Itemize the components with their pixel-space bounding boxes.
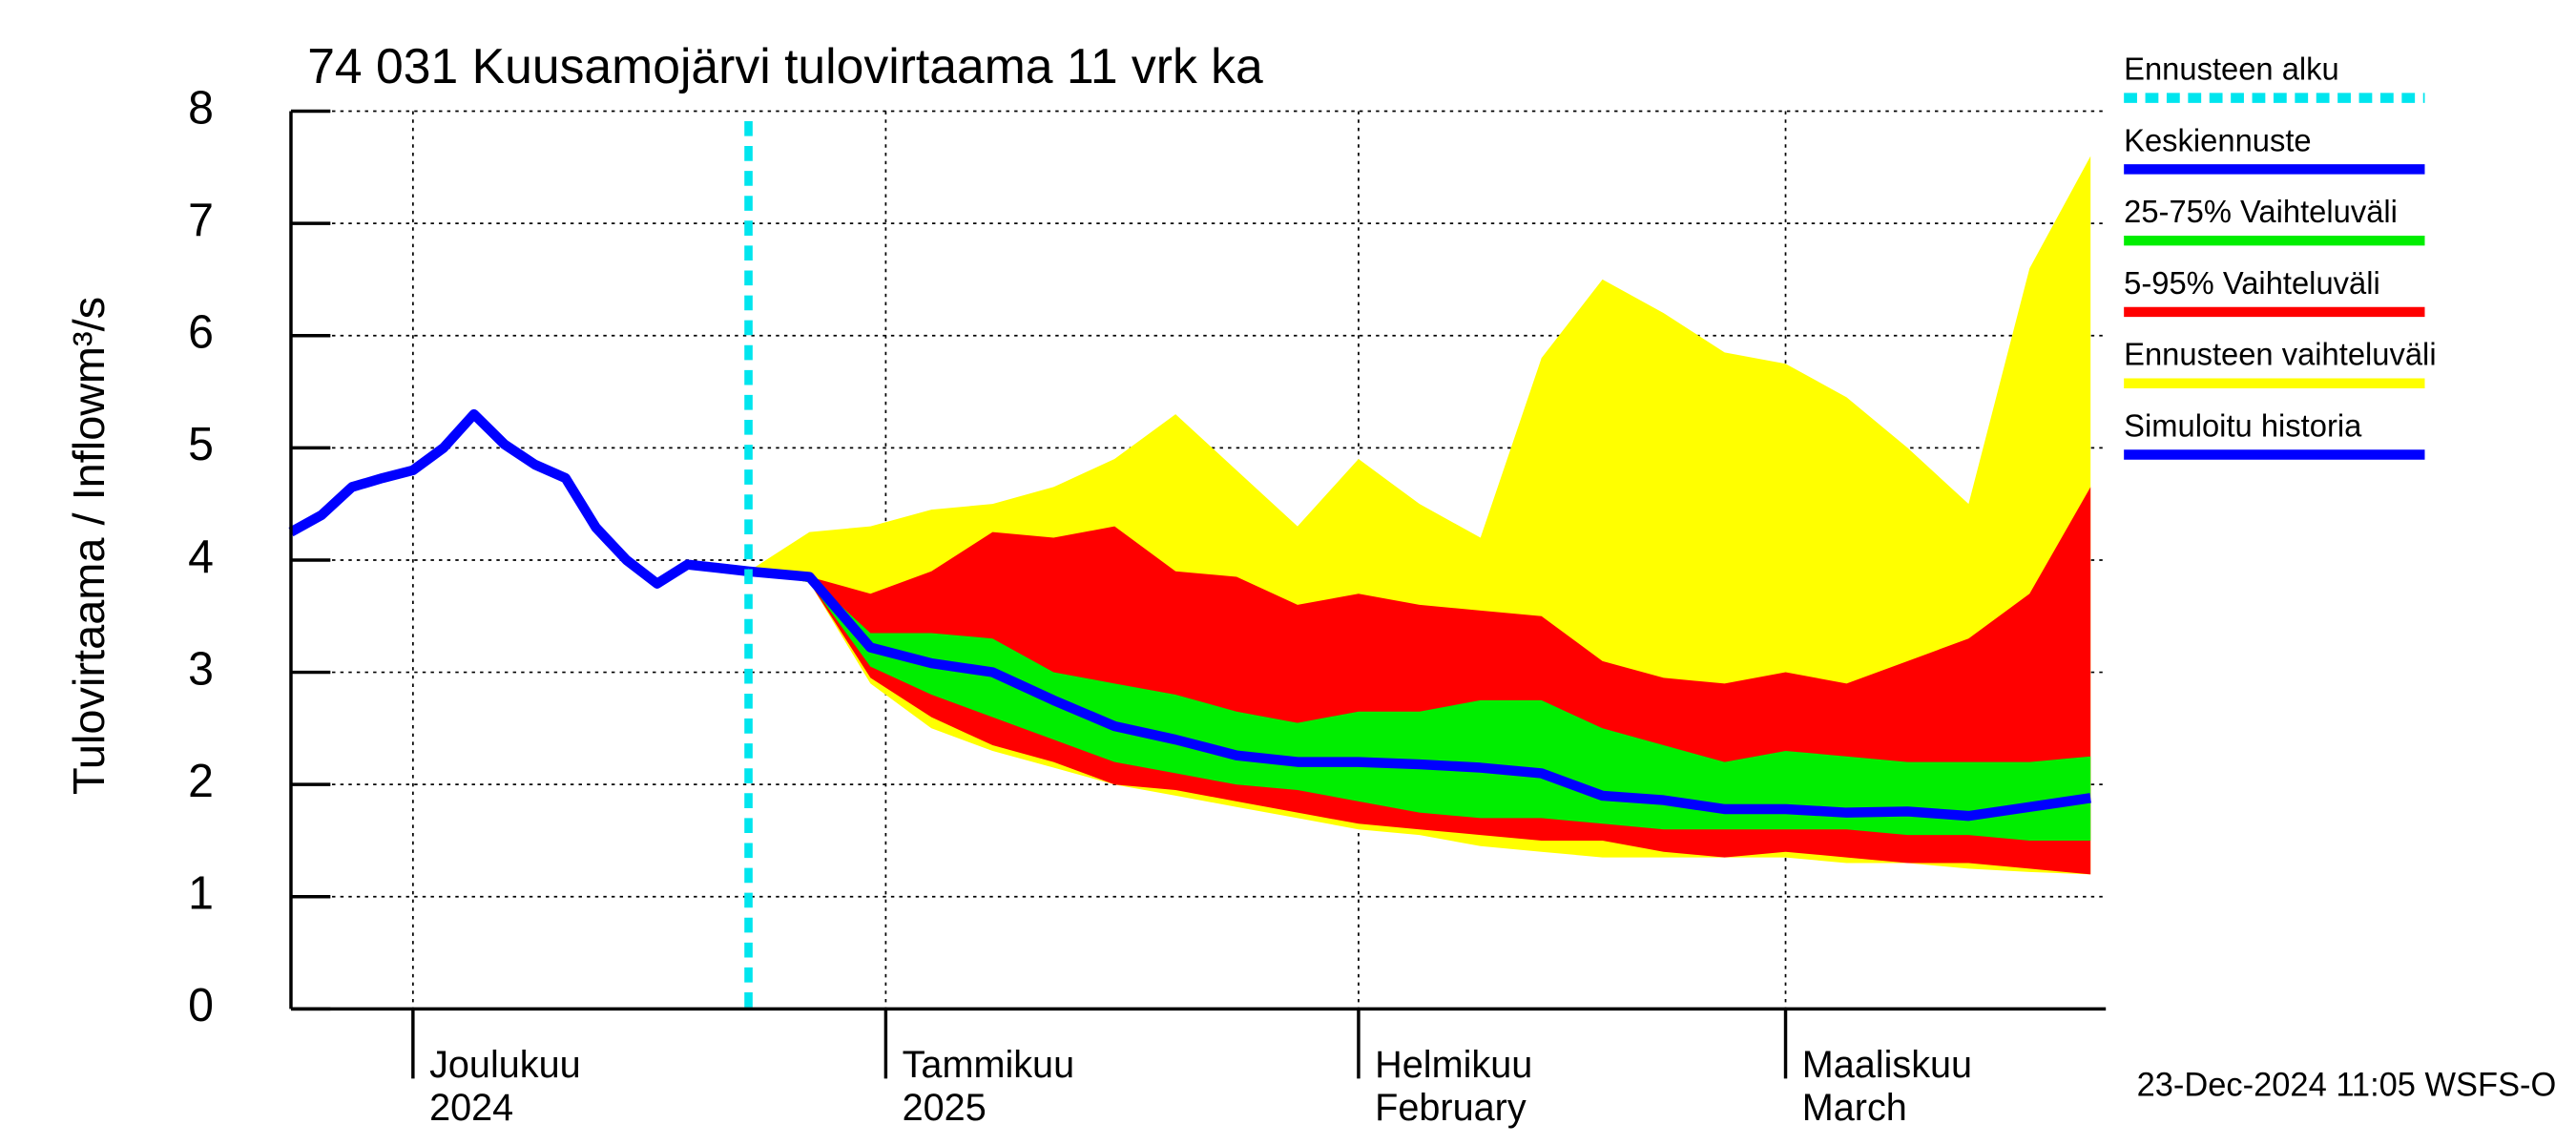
x-tick-label: Tammikuu <box>903 1044 1074 1086</box>
x-tick-sublabel: March <box>1802 1087 1907 1129</box>
x-tick-sublabel: 2025 <box>903 1087 987 1129</box>
y-tick-label: 4 <box>188 531 214 583</box>
legend-label: Keskiennuste <box>2124 122 2311 157</box>
legend-label: Ennusteen alku <box>2124 51 2339 86</box>
x-tick-sublabel: February <box>1375 1087 1527 1129</box>
y-tick-label: 3 <box>188 643 214 695</box>
legend-label: Ennusteen vaihteluväli <box>2124 337 2436 372</box>
chart-title: 74 031 Kuusamojärvi tulovirtaama 11 vrk … <box>307 39 1263 94</box>
x-tick-label: Helmikuu <box>1375 1044 1532 1086</box>
y-tick-label: 6 <box>188 306 214 358</box>
y-tick-label: 0 <box>188 980 214 1031</box>
y-tick-label: 1 <box>188 867 214 919</box>
median-line <box>748 566 2091 822</box>
y-tick-label: 5 <box>188 419 214 470</box>
y-tick-label: 7 <box>188 195 214 246</box>
y-tick-label: 2 <box>188 756 214 807</box>
y-axis-label: Tulovirtaama / Inflow <box>64 384 114 796</box>
history-line <box>288 408 750 589</box>
legend-label: Simuloitu historia <box>2124 407 2362 443</box>
footer: 23-Dec-2024 11:05 WSFS-O <box>2137 1067 2557 1103</box>
x-tick-label: Maaliskuu <box>1802 1044 1972 1086</box>
band <box>748 571 2091 842</box>
x-tick-sublabel: 2024 <box>429 1087 513 1129</box>
legend-label: 25-75% Vaihteluväli <box>2124 194 2398 229</box>
legend-label: 5-95% Vaihteluväli <box>2124 265 2380 301</box>
y-axis-unit: m³/s <box>64 297 114 384</box>
x-tick-label: Joulukuu <box>429 1044 581 1086</box>
y-tick-label: 8 <box>188 82 214 134</box>
